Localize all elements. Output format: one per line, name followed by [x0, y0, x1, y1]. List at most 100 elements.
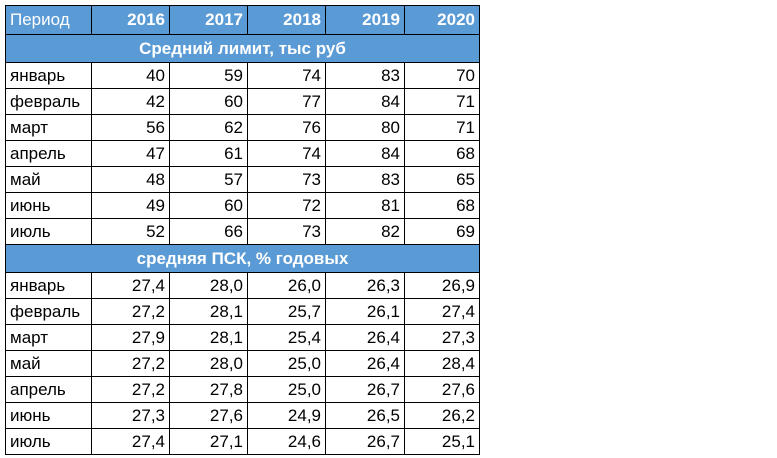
table-row: март 27,9 28,1 25,4 26,4 27,3 [5, 324, 480, 351]
table-row: апрель 27,2 27,8 25,0 26,7 27,6 [5, 376, 480, 403]
table-row: январь 27,4 28,0 26,0 26,3 26,9 [5, 272, 480, 299]
table-row: июнь 27,3 27,6 24,9 26,5 26,2 [5, 402, 480, 429]
value-cell: 25,4 [247, 324, 326, 351]
value-cell: 77 [247, 88, 326, 115]
table-row: март 56 62 76 80 71 [5, 114, 480, 141]
value-cell: 26,3 [325, 272, 405, 299]
value-cell: 28,0 [169, 350, 248, 377]
value-cell: 27,9 [91, 324, 170, 351]
section-title: Средний лимит, тыс руб [5, 34, 480, 63]
value-cell: 26,4 [325, 324, 405, 351]
value-cell: 40 [91, 62, 170, 89]
value-cell: 26,1 [325, 298, 405, 325]
value-cell: 82 [325, 218, 405, 245]
data-table: Период 2016 2017 2018 2019 2020 Средний … [5, 5, 480, 455]
value-cell: 28,4 [404, 350, 480, 377]
table-body: Средний лимит, тыс руб январь 40 59 74 83 70 фе… [5, 34, 480, 455]
value-cell: 59 [169, 62, 248, 89]
value-cell: 56 [91, 114, 170, 141]
value-cell: 81 [325, 192, 405, 219]
table-row: май 48 57 73 83 65 [5, 166, 480, 193]
month-cell: январь [5, 272, 92, 299]
value-cell: 74 [247, 140, 326, 167]
value-cell: 84 [325, 88, 405, 115]
month-cell: март [5, 114, 92, 141]
value-cell: 42 [91, 88, 170, 115]
value-cell: 47 [91, 140, 170, 167]
value-cell: 76 [247, 114, 326, 141]
value-cell: 71 [404, 88, 480, 115]
value-cell: 27,3 [404, 324, 480, 351]
value-cell: 28,0 [169, 272, 248, 299]
value-cell: 27,2 [91, 350, 170, 377]
table-row: февраль 27,2 28,1 25,7 26,1 27,4 [5, 298, 480, 325]
value-cell: 57 [169, 166, 248, 193]
month-cell: май [5, 166, 92, 193]
section-header-row: Средний лимит, тыс руб [5, 34, 480, 63]
table-row: июль 52 66 73 82 69 [5, 218, 480, 245]
value-cell: 26,5 [325, 402, 405, 429]
month-cell: февраль [5, 88, 92, 115]
value-cell: 65 [404, 166, 480, 193]
value-cell: 24,9 [247, 402, 326, 429]
year-header: 2018 [247, 5, 326, 35]
value-cell: 70 [404, 62, 480, 89]
value-cell: 28,1 [169, 324, 248, 351]
period-header: Период [5, 5, 92, 35]
value-cell: 69 [404, 218, 480, 245]
value-cell: 74 [247, 62, 326, 89]
value-cell: 68 [404, 192, 480, 219]
value-cell: 27,3 [91, 402, 170, 429]
value-cell: 26,7 [325, 428, 405, 455]
month-cell: апрель [5, 376, 92, 403]
value-cell: 83 [325, 166, 405, 193]
section-title: средняя ПСК, % годовых [5, 244, 480, 273]
value-cell: 73 [247, 166, 326, 193]
value-cell: 66 [169, 218, 248, 245]
value-cell: 84 [325, 140, 405, 167]
value-cell: 25,7 [247, 298, 326, 325]
year-header: 2016 [91, 5, 170, 35]
month-cell: июль [5, 218, 92, 245]
value-cell: 27,8 [169, 376, 248, 403]
month-cell: июль [5, 428, 92, 455]
value-cell: 25,0 [247, 376, 326, 403]
month-cell: июнь [5, 402, 92, 429]
value-cell: 71 [404, 114, 480, 141]
value-cell: 28,1 [169, 298, 248, 325]
value-cell: 27,4 [404, 298, 480, 325]
value-cell: 26,9 [404, 272, 480, 299]
table-row: июль 27,4 27,1 24,6 26,7 25,1 [5, 428, 480, 455]
table-row: апрель 47 61 74 84 68 [5, 140, 480, 167]
value-cell: 27,6 [169, 402, 248, 429]
table-row: февраль 42 60 77 84 71 [5, 88, 480, 115]
month-cell: апрель [5, 140, 92, 167]
value-cell: 24,6 [247, 428, 326, 455]
value-cell: 27,4 [91, 272, 170, 299]
value-cell: 25,1 [404, 428, 480, 455]
month-cell: май [5, 350, 92, 377]
value-cell: 25,0 [247, 350, 326, 377]
value-cell: 26,7 [325, 376, 405, 403]
year-header: 2020 [404, 5, 480, 35]
header-row: Период 2016 2017 2018 2019 2020 [5, 5, 480, 35]
value-cell: 49 [91, 192, 170, 219]
value-cell: 80 [325, 114, 405, 141]
value-cell: 26,2 [404, 402, 480, 429]
value-cell: 73 [247, 218, 326, 245]
value-cell: 27,2 [91, 298, 170, 325]
table-row: январь 40 59 74 83 70 [5, 62, 480, 89]
value-cell: 27,2 [91, 376, 170, 403]
value-cell: 83 [325, 62, 405, 89]
value-cell: 60 [169, 192, 248, 219]
month-cell: февраль [5, 298, 92, 325]
value-cell: 27,1 [169, 428, 248, 455]
value-cell: 26,4 [325, 350, 405, 377]
value-cell: 27,6 [404, 376, 480, 403]
year-header: 2017 [169, 5, 248, 35]
value-cell: 26,0 [247, 272, 326, 299]
value-cell: 48 [91, 166, 170, 193]
month-cell: январь [5, 62, 92, 89]
table-row: май 27,2 28,0 25,0 26,4 28,4 [5, 350, 480, 377]
value-cell: 72 [247, 192, 326, 219]
